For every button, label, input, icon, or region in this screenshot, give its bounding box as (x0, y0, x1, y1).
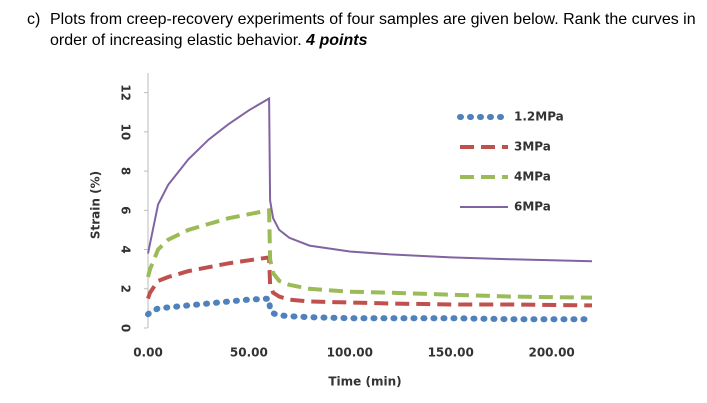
x-tick-label: 150.00 (428, 346, 474, 360)
question-points: 4 points (306, 32, 368, 49)
x-tick-label: 0.00 (133, 346, 163, 360)
y-tick-label: 12 (119, 84, 133, 101)
y-tick-label: 10 (119, 123, 133, 140)
x-tick-label: 200.00 (528, 346, 574, 360)
y-tick-label: 4 (119, 245, 133, 253)
series-line (146, 207, 593, 300)
x-tick-label: 50.00 (230, 346, 268, 360)
legend-label: 1.2MPa (514, 110, 564, 124)
y-tick-label: 6 (119, 206, 133, 214)
series-line (146, 255, 593, 308)
question-body: Plots from creep-recovery experiments of… (50, 9, 700, 51)
y-tick-label: 2 (119, 285, 133, 293)
legend-label: 3MPa (514, 140, 551, 154)
series-line (147, 96, 593, 263)
legend-label: 6MPa (514, 200, 551, 214)
question-text: Plots from creep-recovery experiments of… (50, 11, 696, 49)
x-axis-label: Time (min) (328, 375, 401, 389)
series-line (145, 295, 595, 323)
y-axis-label: Strain (%) (89, 171, 103, 239)
x-tick-label: 100.00 (327, 346, 373, 360)
y-tick-label: 0 (119, 324, 133, 332)
legend-label: 4MPa (514, 170, 551, 184)
y-tick-label: 8 (119, 167, 133, 175)
question-label: c) (27, 11, 41, 28)
